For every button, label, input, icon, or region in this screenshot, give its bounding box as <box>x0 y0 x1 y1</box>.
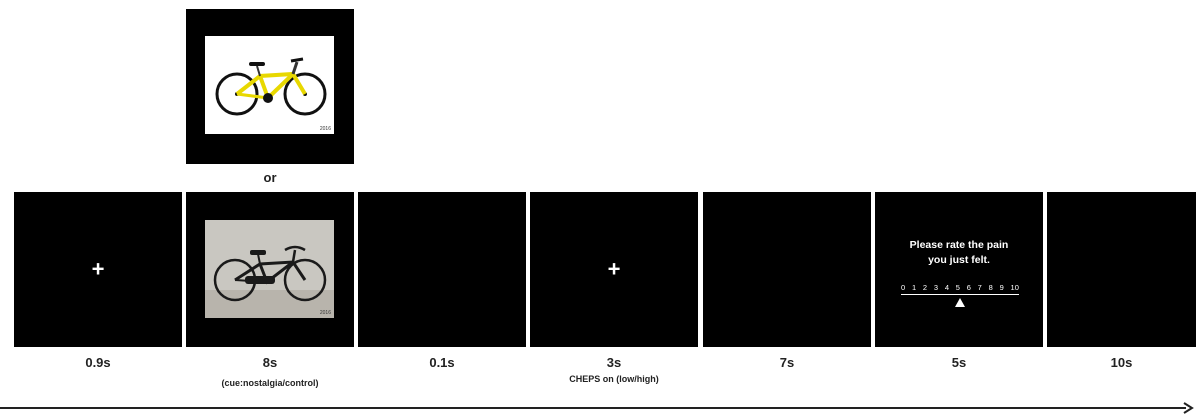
image-tag: 2016 <box>319 310 331 316</box>
fixation-cross: + <box>607 256 621 282</box>
scale-tick: 9 <box>999 283 1004 292</box>
rating-marker-triangle-icon <box>955 298 965 307</box>
duration-label-7: 10s <box>1110 355 1133 370</box>
scale-tick: 1 <box>911 283 917 292</box>
rating-question: Please rate the pain you just felt. <box>875 238 1043 268</box>
scale-tick: 7 <box>977 283 982 292</box>
duration-label-6: 5s <box>951 355 967 370</box>
modern-bicycle-icon <box>205 36 334 134</box>
rating-screen: Please rate the pain you just felt. 0 1 … <box>875 192 1043 347</box>
rating-scale: 0 1 2 3 4 5 6 7 8 9 10 <box>901 284 1019 292</box>
duration-label-4: 3s <box>606 355 622 370</box>
blank-screen-3 <box>1047 192 1196 347</box>
duration-label-2: 8s <box>262 355 278 370</box>
cue-screen-modern: 2016 <box>186 9 354 164</box>
scale-line <box>901 294 1019 295</box>
vintage-bicycle-icon <box>205 220 334 318</box>
cue-screen-vintage: 2016 <box>186 192 354 347</box>
or-label: or <box>263 170 277 185</box>
modern-bicycle-image: 2016 <box>205 36 334 134</box>
scale-tick: 10 <box>1010 283 1019 292</box>
image-tag: 2016 <box>319 126 331 132</box>
duration-label-1: 0.9s <box>85 355 111 370</box>
duration-note-2: (cue:nostalgia/control) <box>221 378 319 388</box>
vintage-bicycle-image: 2016 <box>205 220 334 318</box>
blank-screen-2 <box>703 192 871 347</box>
fixation-screen-1: + <box>14 192 182 347</box>
scale-tick: 8 <box>988 283 993 292</box>
timeline-arrow-icon <box>0 402 1194 414</box>
scale-tick: 5 <box>955 283 960 292</box>
scale-tick: 4 <box>944 283 949 292</box>
scale-tick: 0 <box>901 283 906 292</box>
duration-label-3: 0.1s <box>429 355 455 370</box>
rating-question-line2: you just felt. <box>928 254 990 266</box>
duration-note-4: CHEPS on (low/high) <box>569 374 659 384</box>
fixation-cross: + <box>91 256 105 282</box>
scale-tick: 3 <box>933 283 939 292</box>
blank-screen-1 <box>358 192 526 347</box>
duration-label-5: 7s <box>779 355 795 370</box>
scale-tick: 6 <box>966 283 971 292</box>
fixation-screen-2: + <box>530 192 698 347</box>
scale-tick: 2 <box>922 283 928 292</box>
rating-question-line1: Please rate the pain <box>909 239 1009 251</box>
